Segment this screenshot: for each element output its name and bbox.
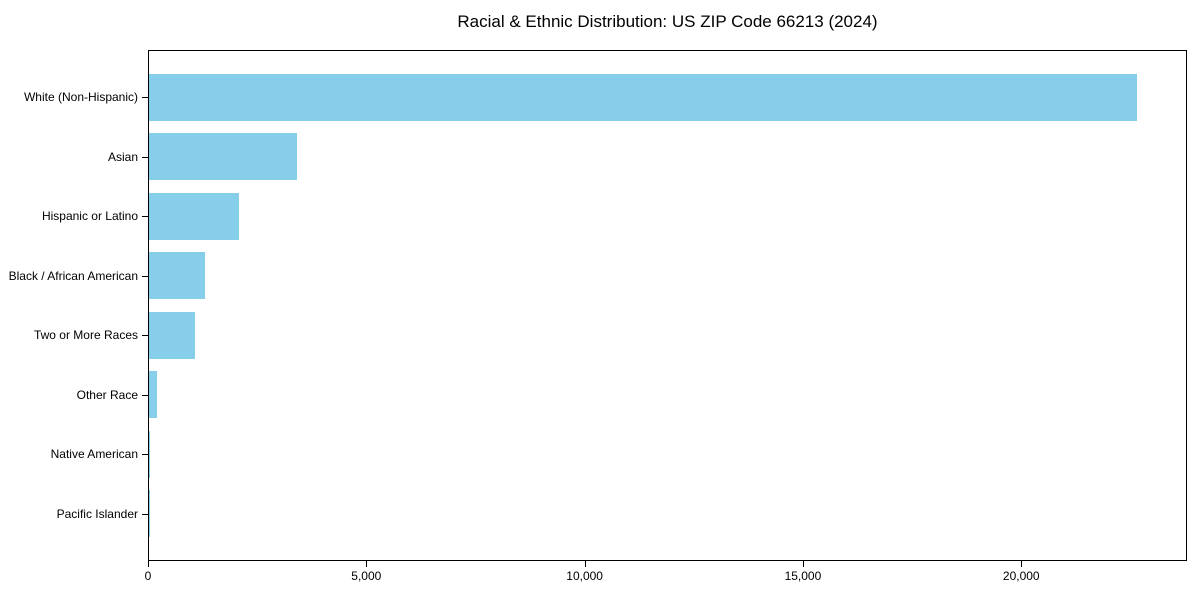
y-tick bbox=[142, 156, 148, 158]
y-tick-label-native-american: Native American bbox=[50, 447, 138, 462]
chart-title: Racial & Ethnic Distribution: US ZIP Cod… bbox=[457, 12, 878, 31]
x-tick-label: 5,000 bbox=[351, 569, 382, 583]
x-tick bbox=[802, 561, 804, 567]
x-tick bbox=[584, 561, 586, 567]
bar-white-non-hispanic bbox=[149, 73, 1137, 121]
y-tick bbox=[142, 454, 148, 456]
bar-native-american bbox=[149, 430, 150, 478]
y-tick-label-white-non-hispanic: White (Non-Hispanic) bbox=[23, 90, 138, 104]
y-tick bbox=[142, 97, 148, 98]
x-tick bbox=[366, 561, 368, 567]
x-tick-label: 10,000 bbox=[566, 569, 603, 583]
plot-area bbox=[148, 50, 1187, 561]
y-tick-label-asian: Asian bbox=[107, 149, 138, 164]
y-tick-label-two-or-more-races: Two or More Races bbox=[33, 328, 138, 343]
x-tick-label: 20,000 bbox=[1002, 569, 1040, 583]
bar-two-or-more-races bbox=[149, 311, 195, 359]
x-tick bbox=[148, 561, 149, 567]
bar-other-race bbox=[149, 371, 158, 419]
x-tick-label: 15,000 bbox=[784, 569, 822, 583]
y-tick bbox=[142, 513, 148, 515]
y-tick bbox=[142, 394, 148, 396]
bar-asian bbox=[149, 133, 298, 181]
x-tick bbox=[1021, 561, 1023, 567]
y-tick-label-black-african-american: Black / African American bbox=[8, 268, 138, 283]
x-tick-label: 0 bbox=[144, 569, 152, 583]
y-tick-label-other-race: Other Race bbox=[76, 387, 138, 402]
y-tick bbox=[142, 216, 148, 218]
bar-hispanic-or-latino bbox=[149, 192, 239, 240]
y-tick-label-pacific-islander: Pacific Islander bbox=[56, 506, 138, 521]
y-tick-label-hispanic-or-latino: Hispanic or Latino bbox=[41, 209, 138, 224]
bar-black-african-american bbox=[149, 252, 205, 300]
y-tick bbox=[142, 335, 148, 337]
y-tick bbox=[142, 275, 148, 277]
